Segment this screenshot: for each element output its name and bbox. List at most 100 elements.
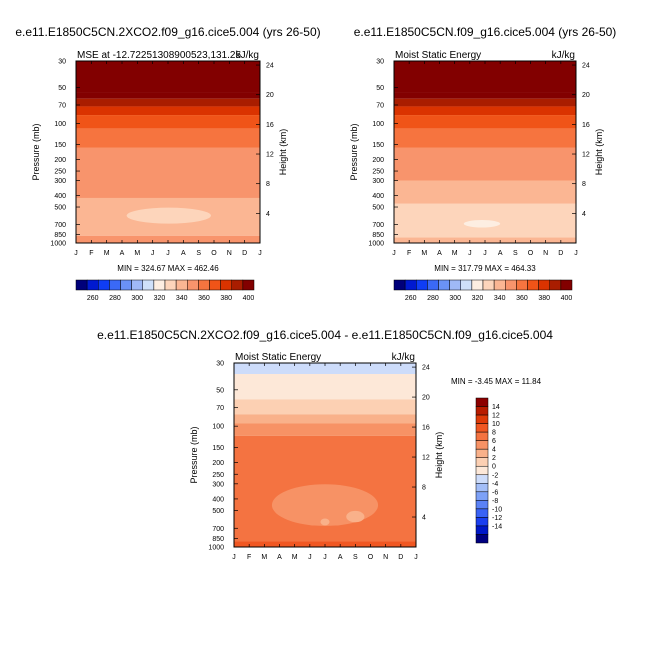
colorbar-box (75, 279, 88, 291)
colorbar-box (393, 279, 406, 291)
x-tick-label: M (134, 250, 140, 257)
colorbar-label: -14 (492, 523, 502, 530)
y-tick-label: 150 (372, 142, 384, 149)
y-right-axis-label: Height (km) (434, 432, 444, 479)
colorbar-box (475, 474, 489, 484)
y-tick-label: 150 (212, 445, 224, 452)
colorbar-box (86, 279, 99, 291)
x-tick-label: D (558, 250, 563, 257)
y-right-tick-label: 8 (266, 181, 270, 188)
contour-band (76, 147, 260, 198)
colorbar-label: 380 (538, 295, 550, 302)
colorbar-box (475, 440, 489, 450)
y-axis-label: Pressure (mb) (31, 123, 41, 180)
colorbar-box (475, 534, 489, 544)
y-right-tick-label: 20 (582, 92, 590, 99)
x-tick-label: M (452, 250, 458, 257)
y-tick-label: 250 (372, 169, 384, 176)
contour-region (126, 207, 211, 224)
colorbar-box (120, 279, 132, 291)
y-tick-label: 70 (58, 102, 66, 109)
x-tick-label: A (338, 554, 343, 561)
colorbar-label: 4 (492, 447, 496, 454)
x-tick-label: F (247, 554, 251, 561)
y-tick-label: 1000 (50, 241, 66, 248)
x-tick-label: J (414, 554, 418, 561)
contour-region (346, 510, 365, 523)
y-right-tick-label: 20 (266, 92, 274, 99)
x-tick-label: N (383, 554, 388, 561)
colorbar-box (505, 279, 517, 291)
plot-area (234, 363, 416, 547)
y-right-tick-label: 4 (422, 515, 426, 522)
y-tick-label: 150 (54, 142, 66, 149)
colorbar-box (109, 279, 121, 291)
contour-band (394, 92, 576, 99)
y-tick-label: 700 (54, 222, 66, 229)
y-right-tick-label: 4 (582, 211, 586, 218)
colorbar-box (475, 414, 489, 424)
colorbar: 260 280 300 320 340 360 380 400 (75, 279, 254, 302)
y-tick-label: 500 (54, 205, 66, 212)
y-tick-label: 100 (372, 121, 384, 128)
colorbar-box (475, 491, 489, 501)
left-subtitle: MSE at -12.72251308900523,131.25 (77, 50, 241, 61)
colorbar-box (142, 279, 155, 291)
contour-band (76, 106, 260, 116)
units-label: kJ/kg (392, 352, 415, 363)
contour-band (76, 61, 260, 93)
colorbar-box (475, 465, 489, 476)
y-right-tick-label: 12 (582, 152, 590, 159)
min-max-stats: MIN = 317.79 MAX = 464.33 (434, 264, 536, 273)
contour-band (234, 423, 416, 436)
colorbar-box (475, 525, 489, 535)
colorbar-box (427, 279, 439, 291)
y-tick-label: 700 (212, 526, 224, 533)
colorbar-box (209, 279, 221, 291)
y-right-tick-label: 12 (422, 455, 430, 462)
y-right-tick-label: 16 (266, 122, 274, 129)
colorbar-box (404, 279, 417, 291)
y-tick-label: 200 (54, 157, 66, 164)
y-tick-label: 500 (372, 205, 384, 212)
colorbar-label: 10 (492, 421, 500, 428)
colorbar-label: 340 (176, 295, 188, 302)
colorbar-label: 260 (87, 295, 99, 302)
contour-band (394, 128, 576, 148)
colorbar-label: 14 (492, 404, 500, 411)
x-tick-label: N (543, 250, 548, 257)
colorbar-label: -8 (492, 498, 498, 505)
x-tick-label: M (421, 250, 427, 257)
x-tick-label: S (513, 250, 518, 257)
y-tick-label: 400 (372, 193, 384, 200)
colorbar-box (416, 279, 428, 291)
colorbar-box (198, 279, 210, 291)
y-right-tick-label: 24 (422, 365, 430, 372)
x-tick-label: A (120, 250, 125, 257)
x-tick-label: J (574, 250, 578, 257)
min-max-stats: MIN = 324.67 MAX = 462.46 (117, 264, 219, 273)
y-right-axis-label: Height (km) (278, 129, 288, 176)
colorbar-box (231, 279, 244, 291)
y-tick-label: 500 (212, 508, 224, 515)
colorbar-box (131, 279, 143, 291)
y-tick-label: 850 (54, 232, 66, 239)
y-axis-label: Pressure (mb) (349, 123, 359, 180)
plot-area (76, 61, 260, 243)
contour-band (394, 98, 576, 107)
colorbar-label: 260 (405, 295, 417, 302)
y-tick-label: 30 (376, 59, 384, 66)
contour-region (320, 518, 330, 526)
x-tick-label: M (292, 554, 298, 561)
y-tick-label: 200 (372, 157, 384, 164)
colorbar-box (475, 508, 489, 518)
colorbar-label: 300 (131, 295, 143, 302)
contour-band (394, 106, 576, 116)
contour-band (76, 98, 260, 107)
x-tick-label: S (196, 250, 201, 257)
y-tick-label: 300 (54, 178, 66, 185)
contour-band (234, 399, 416, 415)
y-right-tick-label: 16 (582, 122, 590, 129)
x-tick-label: J (323, 554, 327, 561)
